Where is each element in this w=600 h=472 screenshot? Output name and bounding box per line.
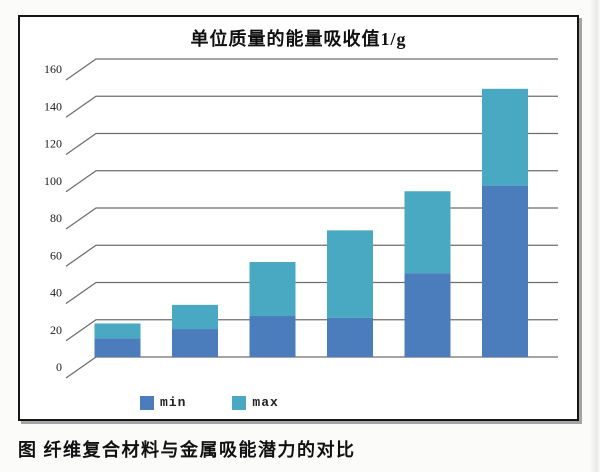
bar-column-2 — [172, 304, 218, 357]
gridline — [65, 95, 558, 118]
gridline — [65, 170, 558, 193]
y-axis-tick-label: 40 — [50, 286, 62, 300]
bar-segment-max — [94, 323, 141, 339]
gridline — [65, 58, 558, 81]
bar-column-4 — [327, 230, 373, 357]
legend-label-min: min — [160, 395, 187, 410]
bar-segment-min — [327, 317, 373, 357]
bar-segment-max — [404, 191, 451, 274]
bar-segment-max — [482, 88, 528, 186]
legend-swatch-min — [140, 395, 154, 410]
legend-item-min: min — [140, 395, 186, 410]
y-axis-tick-label: 60 — [50, 248, 62, 262]
chart-title: 单位质量的能量吸收值1/g — [190, 29, 407, 49]
bar-segment-max — [327, 230, 373, 318]
y-axis-tick-label: 160 — [44, 62, 62, 76]
legend-label-max: max — [252, 395, 279, 410]
bar-segment-max — [172, 304, 218, 330]
bar-chart-svg: 0 20 40 60 80 100 120 140 160 — [44, 58, 558, 379]
y-axis-tick-label: 120 — [44, 137, 62, 151]
bar-segment-min — [249, 316, 296, 357]
legend-item-max: max — [232, 395, 278, 410]
y-axis-tick-label: 0 — [56, 360, 62, 374]
gridline — [65, 244, 558, 267]
bar-column-5 — [404, 191, 451, 357]
y-axis-tick-label: 140 — [44, 99, 62, 113]
gridlines: 0 20 40 60 80 100 120 140 160 — [44, 58, 558, 379]
bar-segment-min — [94, 338, 141, 357]
gridline — [65, 319, 558, 342]
y-axis-tick-label: 80 — [50, 211, 62, 225]
bar-segment-max — [249, 262, 296, 317]
bar-column-1 — [94, 323, 141, 357]
chart-frame: 0 20 40 60 80 100 120 140 160 单位质量的能量吸收值1/g min … — [18, 15, 579, 421]
bars — [94, 88, 528, 357]
bar-segment-min — [172, 329, 218, 357]
figure-caption: 图 纤维复合材料与金属吸能潜力的对比 — [18, 440, 356, 460]
gridline — [65, 207, 558, 230]
y-axis-tick-label: 20 — [50, 323, 62, 337]
y-axis-tick-label: 100 — [44, 174, 62, 188]
legend-swatch-max — [232, 395, 247, 410]
bar-segment-min — [482, 185, 528, 357]
gridline — [65, 132, 558, 156]
chart-legend: min max — [140, 395, 279, 410]
scan-edge-artifact — [590, 0, 600, 472]
bar-column-3 — [249, 262, 296, 357]
gridline — [65, 281, 558, 305]
bar-segment-min — [404, 273, 451, 357]
gridline — [65, 356, 558, 379]
bar-column-6 — [482, 88, 528, 357]
